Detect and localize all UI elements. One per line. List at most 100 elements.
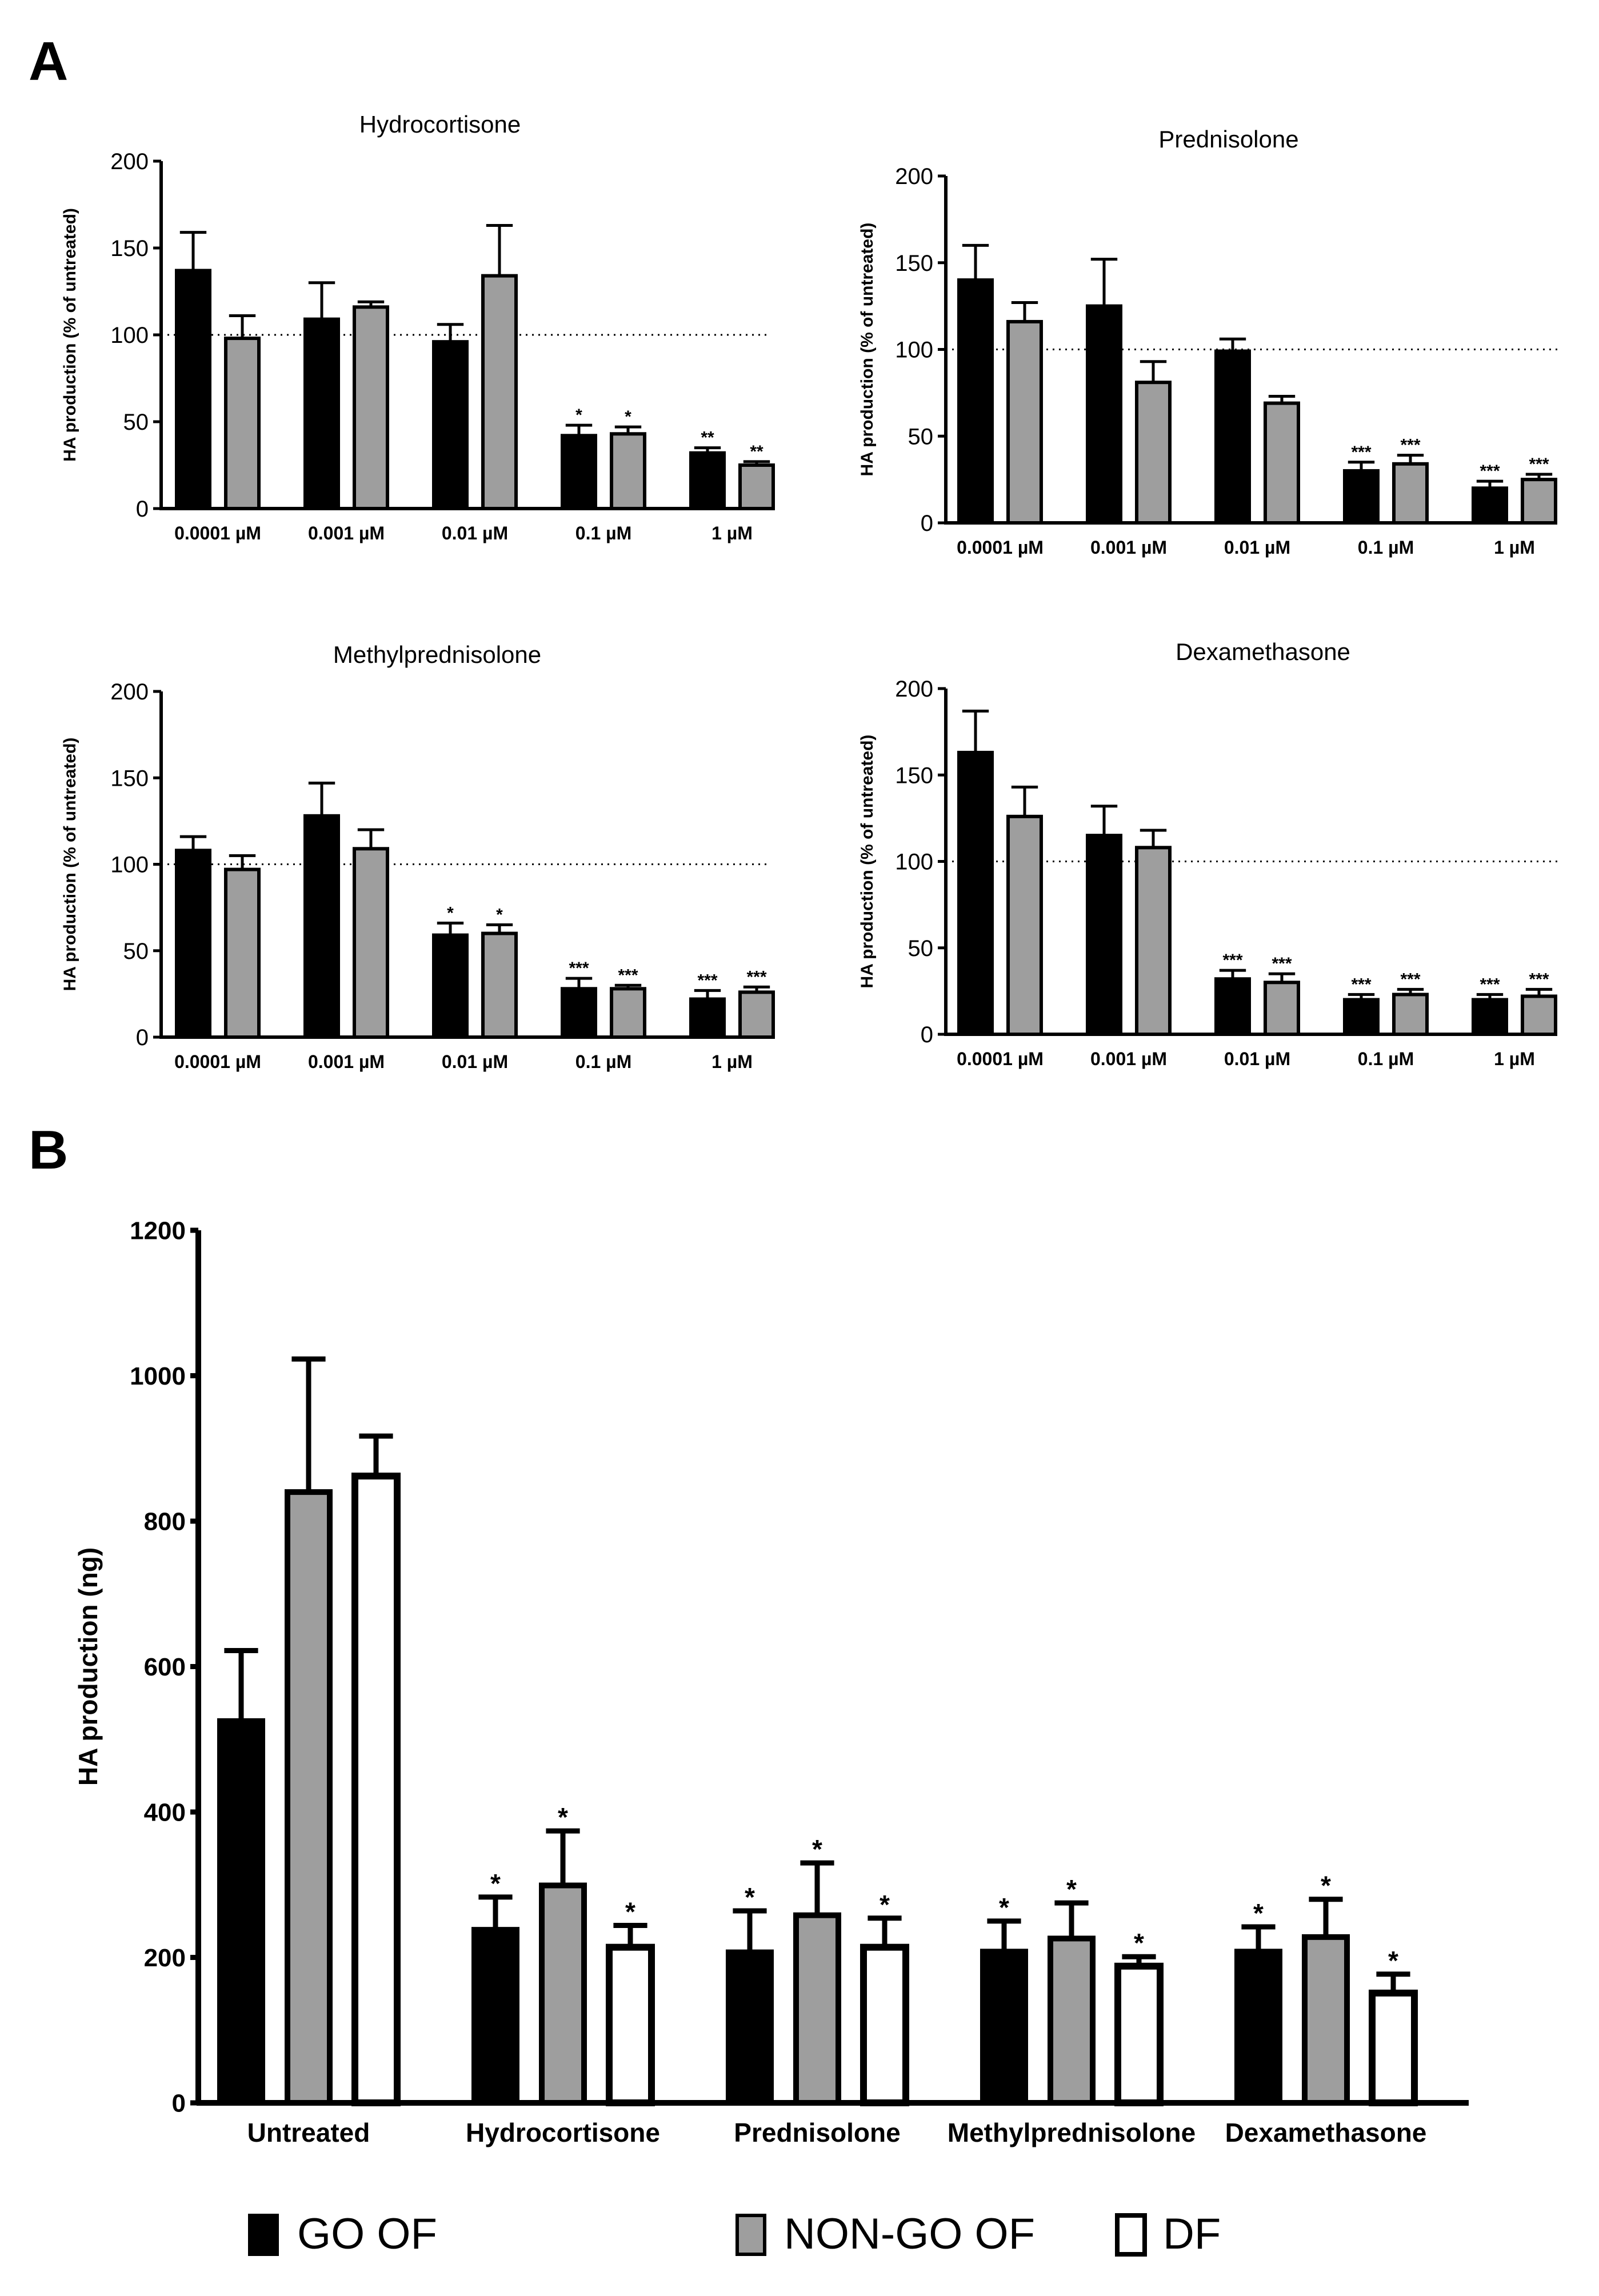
y-tick-label: 150	[110, 766, 149, 791]
y-axis-label: HA production (% of untreated)	[858, 223, 877, 477]
bar	[217, 1718, 265, 2106]
bar	[353, 847, 389, 1039]
significance-marker: ***	[569, 959, 589, 978]
bar	[1392, 462, 1429, 525]
significance-marker: ***	[1529, 455, 1549, 474]
bar	[1086, 304, 1122, 525]
chart-1: Hydrocortisone HA production (% of untrea…	[61, 111, 775, 543]
y-tick-label: 200	[110, 149, 149, 174]
charts-container: Hydrocortisone HA production (% of untrea…	[61, 111, 1557, 2147]
bar	[610, 987, 646, 1039]
legend-label-go-of: GO OF	[297, 2210, 437, 2258]
legend-swatch-df	[1115, 2213, 1147, 2257]
bar	[606, 1943, 655, 2107]
x-tick-label: 0.001 µM	[1090, 537, 1167, 558]
significance-marker: *	[812, 1834, 822, 1864]
bar	[1135, 381, 1172, 525]
y-tick-label: 50	[908, 424, 934, 449]
bar	[175, 849, 211, 1039]
bar	[1521, 994, 1557, 1036]
significance-marker: ***	[746, 967, 766, 986]
x-tick-label: Prednisolone	[734, 2118, 900, 2147]
chart-title: Prednisolone	[1158, 126, 1298, 153]
bar	[224, 337, 261, 511]
bar	[432, 340, 469, 510]
bar	[175, 269, 211, 510]
y-tick-label: 100	[110, 853, 149, 878]
bar	[432, 933, 469, 1039]
bar	[1048, 1935, 1096, 2106]
bar	[1214, 977, 1251, 1036]
x-tick-label: 0.01 µM	[1224, 1049, 1290, 1069]
bar	[1006, 319, 1043, 525]
y-tick-label: 0	[172, 2089, 186, 2117]
bar	[738, 990, 775, 1039]
significance-marker: ***	[1272, 954, 1292, 973]
y-axis-label: HA production (% of untreated)	[61, 738, 79, 991]
significance-marker: *	[558, 1802, 568, 1832]
significance-marker: *	[496, 905, 503, 924]
bar	[353, 305, 389, 510]
y-tick-label: 0	[921, 511, 933, 536]
y-tick-label: 100	[895, 338, 933, 363]
x-tick-label: 1 µM	[1494, 1049, 1535, 1069]
bar	[1472, 486, 1508, 525]
bar	[1392, 993, 1429, 1037]
significance-marker: ***	[1400, 970, 1420, 989]
significance-marker: ***	[618, 966, 638, 985]
y-tick-label: 50	[908, 936, 934, 961]
x-tick-label: 0.01 µM	[442, 1051, 508, 1072]
significance-marker: ***	[1222, 951, 1242, 970]
significance-marker: *	[1253, 1898, 1264, 1928]
x-tick-label: Hydrocortisone	[466, 2118, 660, 2147]
y-tick-label: 0	[136, 1025, 149, 1050]
chart-title: Hydrocortisone	[359, 111, 521, 138]
bar	[860, 1943, 909, 2107]
x-tick-label: Methylprednisolone	[948, 2118, 1196, 2147]
x-tick-label: 0.001 µM	[308, 1051, 385, 1072]
significance-marker: ***	[1480, 462, 1500, 481]
x-tick-label: Dexamethasone	[1225, 2118, 1427, 2147]
bar	[303, 814, 340, 1039]
x-tick-label: 0.1 µM	[1358, 1049, 1414, 1069]
x-tick-label: 0.0001 µM	[957, 537, 1044, 558]
y-tick-label: 100	[110, 323, 149, 348]
y-tick-label: 400	[144, 1798, 186, 1826]
x-tick-label: 1 µM	[711, 523, 753, 543]
x-tick-label: 0.0001 µM	[174, 1051, 261, 1072]
bar	[726, 1949, 774, 2106]
significance-marker: *	[625, 407, 631, 426]
bar	[1086, 834, 1122, 1036]
x-tick-label: Untreated	[247, 2118, 370, 2147]
significance-marker: *	[745, 1882, 755, 1912]
bar	[689, 451, 726, 510]
bar	[1006, 814, 1043, 1036]
bar	[471, 1927, 519, 2106]
bar	[481, 274, 518, 510]
chart-5: HA production (ng) * * * * * * * * * * * * 0 200 400 600…	[73, 1217, 1469, 2147]
bar	[738, 463, 775, 510]
bar	[1264, 981, 1300, 1036]
bar	[610, 432, 646, 511]
significance-marker: *	[447, 903, 454, 922]
y-tick-label: 200	[895, 677, 933, 702]
significance-marker: *	[999, 1893, 1009, 1922]
legend-swatch-non-go-of	[735, 2214, 766, 2256]
bar	[1135, 846, 1172, 1037]
bar	[957, 750, 994, 1037]
significance-marker: **	[750, 442, 763, 461]
x-tick-label: 1 µM	[711, 1051, 753, 1072]
significance-marker: *	[1321, 1871, 1331, 1901]
significance-marker: *	[575, 406, 582, 425]
x-tick-label: 0.001 µM	[308, 523, 385, 543]
bar	[351, 1473, 401, 2106]
significance-marker: *	[1388, 1946, 1398, 1975]
y-axis-label: HA production (% of untreated)	[858, 735, 877, 989]
y-tick-label: 150	[895, 251, 933, 276]
y-tick-label: 50	[123, 939, 149, 964]
bar	[561, 987, 597, 1039]
chart-title: Methylprednisolone	[333, 641, 541, 668]
significance-marker: ***	[1529, 970, 1549, 989]
y-axis-label: HA production (ng)	[73, 1547, 103, 1786]
